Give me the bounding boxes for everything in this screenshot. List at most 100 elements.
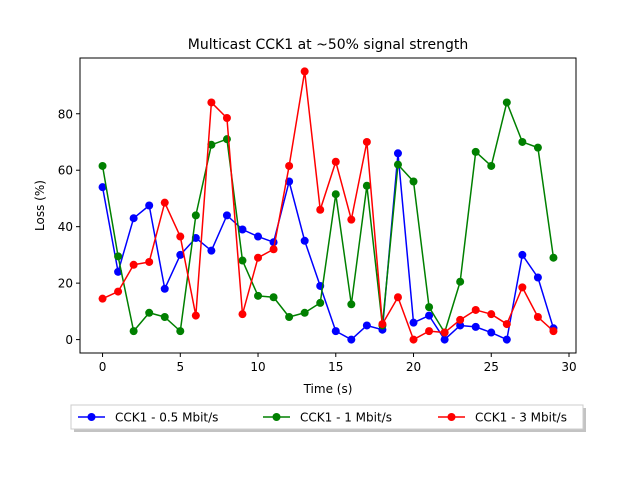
chart-title: Multicast CCK1 at ~50% signal strength	[188, 37, 468, 53]
data-point-0-26	[502, 335, 511, 344]
data-point-1-15	[331, 190, 340, 199]
x-axis-label: Time (s)	[303, 382, 353, 396]
data-point-1-11	[269, 293, 278, 302]
legend-label-1: CCK1 - 1 Mbit/s	[300, 411, 392, 425]
legend-marker-2	[447, 413, 456, 421]
data-point-2-24	[471, 305, 480, 314]
data-point-2-12	[285, 161, 294, 170]
data-point-0-1	[114, 267, 123, 276]
y-axis-ticks: 0 20 40 60 80	[58, 107, 80, 347]
x-tick-label-4: 20	[406, 360, 421, 374]
data-point-1-20	[409, 177, 418, 186]
data-point-0-11	[269, 238, 278, 247]
data-point-1-24	[471, 147, 480, 156]
legend: CCK1 - 0.5 Mbit/s CCK1 - 1 Mbit/s CCK1 - 3…	[70, 404, 586, 432]
data-point-2-9	[238, 310, 247, 319]
data-point-1-23	[456, 277, 465, 286]
series-line-1	[101, 101, 555, 334]
data-point-1-5	[176, 327, 185, 336]
data-point-0-24	[471, 322, 480, 331]
data-point-0-17	[362, 321, 371, 330]
data-point-2-4	[160, 198, 169, 207]
data-point-2-13	[300, 67, 309, 76]
data-point-2-22	[440, 328, 449, 337]
data-point-2-20	[409, 335, 418, 344]
y-tick-label-4: 80	[58, 107, 73, 121]
data-point-1-1	[114, 252, 123, 261]
x-tick-label-0: 0	[99, 360, 107, 374]
data-point-1-26	[502, 98, 511, 107]
data-point-1-27	[518, 137, 527, 146]
data-point-1-8	[222, 135, 231, 144]
data-point-1-3	[145, 308, 154, 317]
y-tick-label-0: 0	[65, 333, 73, 347]
data-point-2-16	[347, 215, 356, 224]
axes-frame	[79, 57, 577, 354]
data-point-0-0	[98, 183, 107, 192]
legend-label-2: CCK1 - 3 Mbit/s	[475, 411, 567, 425]
data-point-2-29	[549, 327, 558, 336]
y-tick-label-1: 20	[58, 277, 73, 291]
y-tick-label-3: 60	[58, 164, 73, 178]
data-point-2-1	[114, 287, 123, 296]
data-point-1-29	[549, 253, 558, 262]
data-point-1-9	[238, 256, 247, 265]
data-point-2-25	[487, 310, 496, 319]
data-point-0-23	[456, 321, 465, 330]
data-point-0-10	[254, 232, 263, 241]
data-point-1-16	[347, 300, 356, 309]
data-point-1-21	[425, 303, 434, 312]
data-point-2-11	[269, 245, 278, 254]
data-point-0-7	[207, 246, 216, 255]
data-point-2-6	[191, 311, 200, 320]
x-tick-label-6: 30	[561, 360, 576, 374]
data-point-1-6	[191, 211, 200, 220]
data-point-1-19	[393, 160, 402, 169]
series-line-2	[102, 70, 554, 341]
y-tick-label-2: 40	[58, 220, 73, 234]
legend-marker-0	[87, 413, 96, 421]
data-point-0-5	[176, 250, 185, 259]
data-point-0-3	[145, 201, 154, 210]
x-tick-label-3: 15	[328, 360, 343, 374]
data-point-2-0	[98, 294, 107, 303]
data-point-0-9	[238, 225, 247, 234]
data-point-1-4	[160, 313, 169, 322]
data-point-0-21	[425, 311, 434, 320]
data-point-0-20	[409, 318, 418, 327]
data-point-1-10	[254, 291, 263, 300]
x-tick-label-5: 25	[484, 360, 499, 374]
data-point-2-26	[502, 320, 511, 329]
data-point-0-27	[518, 250, 527, 259]
x-axis-ticks: 0 5 10 15 20 25 30	[99, 353, 577, 374]
x-tick-label-1: 5	[176, 360, 184, 374]
data-point-1-28	[533, 143, 542, 152]
data-point-2-10	[254, 253, 263, 262]
data-point-2-17	[362, 137, 371, 146]
y-axis-label: Loss (%)	[33, 180, 47, 231]
legend-box	[70, 404, 584, 430]
x-tick-label-2: 10	[250, 360, 265, 374]
data-point-0-13	[300, 236, 309, 245]
data-point-1-7	[207, 140, 216, 149]
data-point-2-27	[518, 283, 527, 292]
data-point-0-8	[222, 211, 231, 220]
data-point-0-15	[331, 327, 340, 336]
data-point-1-14	[316, 298, 325, 307]
data-point-1-17	[362, 181, 371, 190]
data-point-0-16	[347, 335, 356, 344]
data-point-0-28	[533, 273, 542, 282]
data-point-2-2	[129, 260, 138, 269]
data-point-1-12	[285, 313, 294, 322]
data-point-2-23	[456, 315, 465, 324]
data-point-2-21	[425, 327, 434, 336]
data-point-0-4	[160, 284, 169, 293]
data-point-0-22	[440, 335, 449, 344]
data-point-2-3	[145, 257, 154, 266]
legend-marker-1	[272, 413, 281, 421]
legend-label-0: CCK1 - 0.5 Mbit/s	[115, 411, 218, 425]
data-point-2-15	[331, 157, 340, 166]
data-point-2-28	[533, 313, 542, 322]
data-point-0-19	[393, 149, 402, 158]
